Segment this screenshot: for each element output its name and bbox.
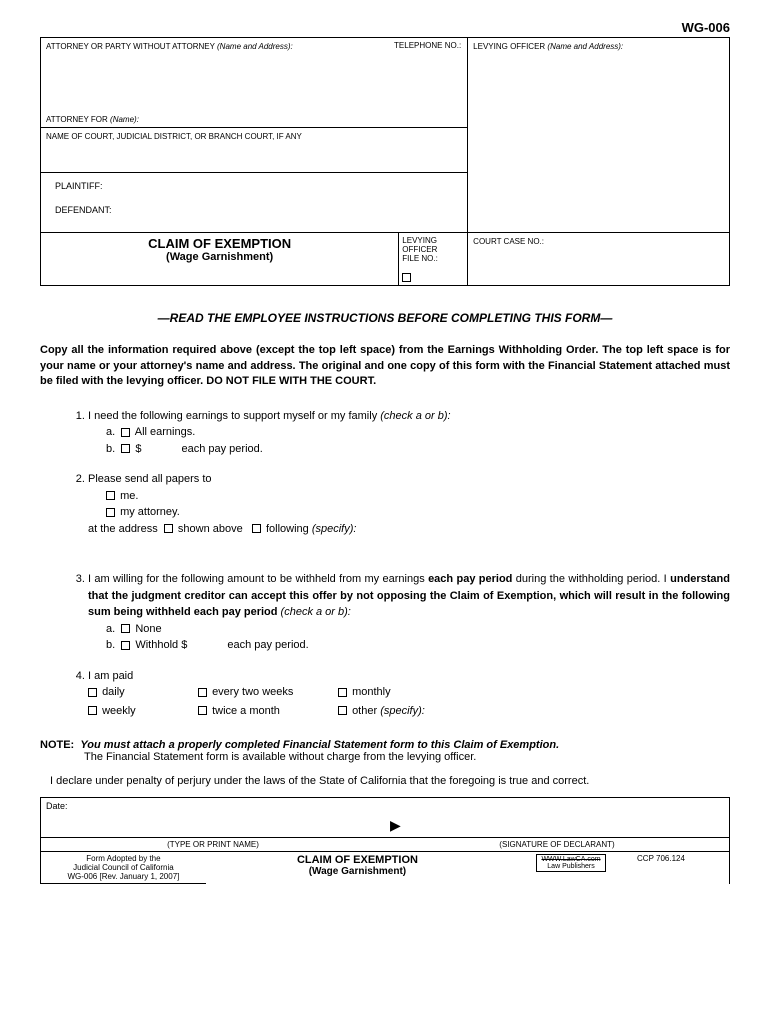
q4-daily-checkbox[interactable] (88, 688, 97, 697)
officer-label: OFFICER (402, 245, 464, 254)
form-subtitle: (Wage Garnishment) (46, 251, 393, 263)
attorney-for-label: ATTORNEY FOR (Name): (46, 115, 139, 124)
q2-shown-checkbox[interactable] (164, 524, 173, 533)
footer-subtitle: (Wage Garnishment) (210, 866, 505, 877)
q4-weekly-checkbox[interactable] (88, 706, 97, 715)
ccp-label: CCP 706.124 (633, 852, 729, 884)
q4-twicemonth-checkbox[interactable] (198, 706, 207, 715)
instructions-header: —READ THE EMPLOYEE INSTRUCTIONS BEFORE C… (40, 311, 730, 325)
stamp-box: WWW.LawCA.com Law Publishers (536, 854, 605, 872)
arrow-icon: ▶ (390, 817, 401, 833)
item-2: Please send all papers to me. my attorne… (88, 471, 730, 557)
q1-b-checkbox[interactable] (121, 444, 130, 453)
q2-me-checkbox[interactable] (106, 491, 115, 500)
q2-attorney-checkbox[interactable] (106, 508, 115, 517)
footer-adopted-3: WG-006 [Rev. January 1, 2007] (45, 872, 202, 881)
instructions-body: Copy all the information required above … (40, 343, 730, 389)
q4-other-checkbox[interactable] (338, 706, 347, 715)
plaintiff-label: PLAINTIFF: (55, 181, 453, 191)
q2-following-checkbox[interactable] (252, 524, 261, 533)
q3-a-checkbox[interactable] (121, 624, 130, 633)
item-1: I need the following earnings to support… (88, 408, 730, 458)
signature-table: Date: ▶ (TYPE OR PRINT NAME) (SIGNATURE … (40, 797, 730, 852)
attorney-label: ATTORNEY OR PARTY WITHOUT ATTORNEY (Name… (46, 42, 293, 51)
form-number: WG-006 (40, 20, 730, 35)
defendant-label: DEFENDANT: (55, 205, 453, 215)
header-table: ATTORNEY OR PARTY WITHOUT ATTORNEY (Name… (40, 37, 730, 286)
declaration-text: I declare under penalty of perjury under… (50, 775, 730, 787)
item-3: I am willing for the following amount to… (88, 571, 730, 654)
q3-b-checkbox[interactable] (121, 641, 130, 650)
date-cell[interactable]: Date: (41, 798, 386, 838)
file-no-label: FILE NO.: (402, 254, 464, 263)
footer-table: Form Adopted by the Judicial Council of … (40, 852, 730, 884)
footer-adopted-2: Judicial Council of California (45, 863, 202, 872)
q4-monthly-checkbox[interactable] (338, 688, 347, 697)
footer-adopted-1: Form Adopted by the (45, 854, 202, 863)
type-name-label: (TYPE OR PRINT NAME) (41, 838, 386, 852)
court-name-label: NAME OF COURT, JUDICIAL DISTRICT, OR BRA… (46, 132, 302, 141)
form-title: CLAIM OF EXEMPTION (46, 236, 393, 251)
form-items: I need the following earnings to support… (40, 408, 730, 720)
item-4: I am paid daily every two weeks monthly … (88, 668, 730, 720)
signature-label: (SIGNATURE OF DECLARANT) (385, 838, 730, 852)
signature-cell[interactable]: ▶ (385, 798, 730, 838)
file-checkbox[interactable] (402, 273, 411, 282)
q1-a-checkbox[interactable] (121, 428, 130, 437)
court-case-label: COURT CASE NO.: (473, 237, 544, 246)
q4-everytwo-checkbox[interactable] (198, 688, 207, 697)
levying-label: LEVYING (402, 236, 464, 245)
footer-title: CLAIM OF EXEMPTION (210, 854, 505, 866)
telephone-label: TELEPHONE NO.: (394, 41, 461, 50)
note-section: NOTE: You must attach a properly complet… (40, 739, 730, 763)
levying-officer-label: LEVYING OFFICER (Name and Address): (473, 42, 623, 51)
